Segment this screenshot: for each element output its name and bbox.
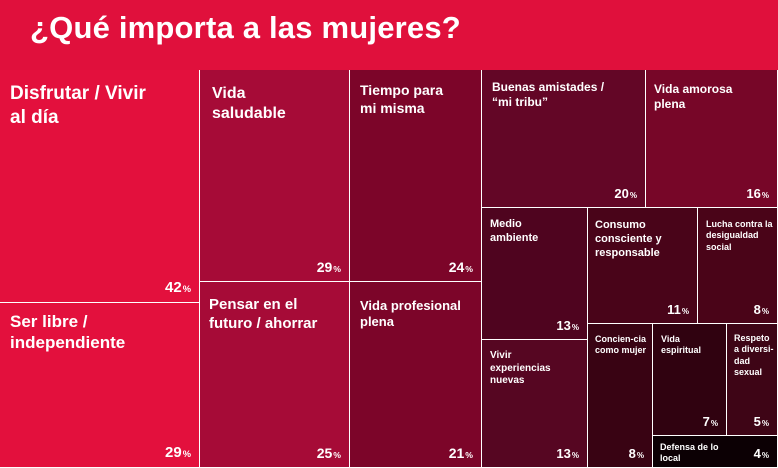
treemap-cell-vida-profesional-plena: Vida profesional plena 21% xyxy=(350,282,482,468)
treemap-cell-label: Disfrutar / Vivir al día xyxy=(10,83,146,128)
treemap-cell-label: Respeto a diversi-dad sexual xyxy=(734,333,774,377)
treemap-cell-pensar-en-el-futuro-ahorrar: Pensar en el futuro / ahorrar 25% xyxy=(200,282,350,468)
treemap-cell-label: Concien-cia como mujer xyxy=(595,334,647,356)
treemap-cell-label: Buenas amistades / “mi tribu” xyxy=(492,80,605,109)
value-unit: % xyxy=(761,451,769,460)
value-unit: % xyxy=(333,450,341,460)
treemap-cell-value: 8% xyxy=(629,446,644,461)
treemap-cell-medio-ambiente: Medio ambiente 13% xyxy=(482,208,588,340)
value-unit: % xyxy=(629,191,637,200)
value-unit: % xyxy=(761,191,769,200)
treemap-cell-label: Pensar en el futuro / ahorrar xyxy=(209,296,318,332)
treemap-cell-disfrutar-vivir-al-dia: Disfrutar / Vivir al día 42% xyxy=(0,70,200,303)
value-number: 25 xyxy=(316,445,333,461)
treemap-cell-value: 21% xyxy=(449,445,473,461)
value-number: 11 xyxy=(667,302,681,317)
value-number: 8 xyxy=(628,446,636,461)
treemap-cell-vida-saludable: Vida saludable 29% xyxy=(200,70,350,282)
value-number: 5 xyxy=(753,414,761,429)
treemap-cell-label: Vida saludable xyxy=(212,85,286,122)
treemap-cell-label: Vida profesional plena xyxy=(360,298,461,330)
treemap-cell-value: 4% xyxy=(754,446,769,461)
value-number: 7 xyxy=(702,414,710,429)
value-number: 21 xyxy=(448,445,465,461)
value-unit: % xyxy=(182,449,191,459)
treemap-cell-label: Tiempo para mi misma xyxy=(360,82,443,116)
treemap-cell-value: 13% xyxy=(556,318,579,333)
value-unit: % xyxy=(761,307,769,316)
treemap-cell-value: 20% xyxy=(614,186,637,201)
treemap-cell-value: 13% xyxy=(556,446,579,461)
treemap-cell-value: 16% xyxy=(746,186,769,201)
value-unit: % xyxy=(710,419,718,428)
value-number: 29 xyxy=(165,444,182,461)
treemap-cell-value: 25% xyxy=(317,445,341,461)
treemap-cell-value: 42% xyxy=(165,279,191,296)
value-unit: % xyxy=(681,307,689,316)
treemap-cell-buenas-amistades-mi-tribu: Buenas amistades / “mi tribu” 20% xyxy=(482,70,646,208)
treemap-cell-vida-espiritual: Vida espiritual 7% xyxy=(653,324,727,436)
treemap-cell-consumo-consciente-y-responsable: Consumo consciente y responsable 11% xyxy=(588,208,698,324)
treemap-cell-label: Defensa de lo local xyxy=(660,442,719,464)
value-unit: % xyxy=(571,323,579,332)
value-unit: % xyxy=(465,264,473,274)
value-unit: % xyxy=(636,451,644,460)
treemap-cell-label: Consumo consciente y responsable xyxy=(595,219,662,259)
treemap-cell-label: Ser libre / independiente xyxy=(10,312,126,353)
treemap-cell-tiempo-para-mi-misma: Tiempo para mi misma 24% xyxy=(350,70,482,282)
value-number: 29 xyxy=(316,259,333,275)
value-number: 13 xyxy=(556,446,571,461)
page-title: ¿Qué importa a las mujeres? xyxy=(30,10,461,45)
treemap-cell-value: 24% xyxy=(449,259,473,275)
treemap-cell-label: Vida espiritual xyxy=(661,334,702,356)
value-unit: % xyxy=(333,264,341,274)
treemap-cell-vida-amorosa-plena: Vida amorosa plena 16% xyxy=(646,70,778,208)
value-number: 13 xyxy=(556,318,571,333)
treemap-cell-label: Vivir experiencias nuevas xyxy=(490,350,551,386)
value-unit: % xyxy=(571,451,579,460)
treemap-cell-value: 11% xyxy=(667,302,689,317)
treemap-cell-respeto-a-diversi-dad-sexual: Respeto a diversi-dad sexual 5% xyxy=(727,324,778,436)
value-number: 8 xyxy=(753,302,761,317)
value-number: 20 xyxy=(614,186,629,201)
value-number: 16 xyxy=(746,186,761,201)
value-number: 24 xyxy=(448,259,465,275)
treemap-cell-concien-cia-como-mujer: Concien-cia como mujer 8% xyxy=(588,324,653,468)
value-number: 42 xyxy=(165,279,182,296)
value-number: 4 xyxy=(753,446,761,461)
value-unit: % xyxy=(761,419,769,428)
value-unit: % xyxy=(465,450,473,460)
value-unit: % xyxy=(182,284,191,294)
treemap-cell-label: Medio ambiente xyxy=(490,218,539,244)
treemap-cell-value: 29% xyxy=(165,444,191,461)
treemap-cell-label: Lucha contra la desigualdad social xyxy=(706,219,773,252)
treemap-cell-lucha-contra-la-desigualdad-social: Lucha contra la desigualdad social 8% xyxy=(698,208,778,324)
treemap-cell-value: 5% xyxy=(754,414,769,429)
treemap-cell-defensa-de-lo-local: Defensa de lo local 4% xyxy=(653,436,778,468)
treemap-cell-ser-libre-independiente: Ser libre / independiente 29% xyxy=(0,303,200,468)
treemap-cell-value: 29% xyxy=(317,259,341,275)
treemap-cell-label: Vida amorosa plena xyxy=(654,82,733,111)
treemap-cell-vivir-experiencias-nuevas: Vivir experiencias nuevas 13% xyxy=(482,340,588,468)
treemap-cell-value: 7% xyxy=(703,414,718,429)
treemap-cell-value: 8% xyxy=(754,302,769,317)
